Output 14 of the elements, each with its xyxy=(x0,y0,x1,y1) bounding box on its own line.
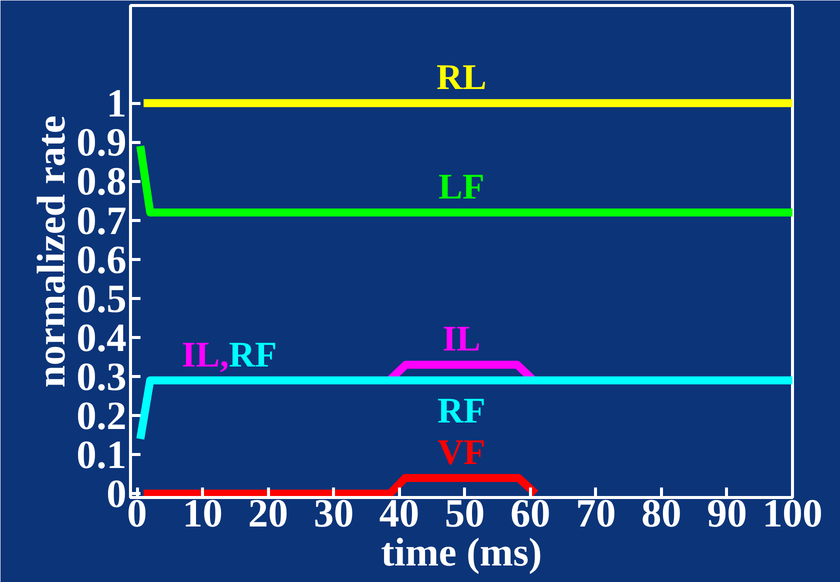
series-label: LF xyxy=(438,166,485,206)
x-tick-label: 100 xyxy=(762,490,822,536)
x-tick-label: 80 xyxy=(641,490,682,536)
y-axis-title: normalized rate xyxy=(28,115,74,388)
x-tick-label: 70 xyxy=(576,490,616,536)
series-label: IL xyxy=(442,318,481,359)
series-label: RF xyxy=(438,390,486,430)
x-tick-label: 90 xyxy=(706,490,747,536)
x-tick-label: 10 xyxy=(182,490,223,536)
series-label: VF xyxy=(438,432,486,472)
annotation: IL,RF xyxy=(182,334,277,374)
series-label: RL xyxy=(436,57,487,98)
x-tick-label: 30 xyxy=(314,490,354,536)
x-tick-label: 20 xyxy=(248,490,288,536)
